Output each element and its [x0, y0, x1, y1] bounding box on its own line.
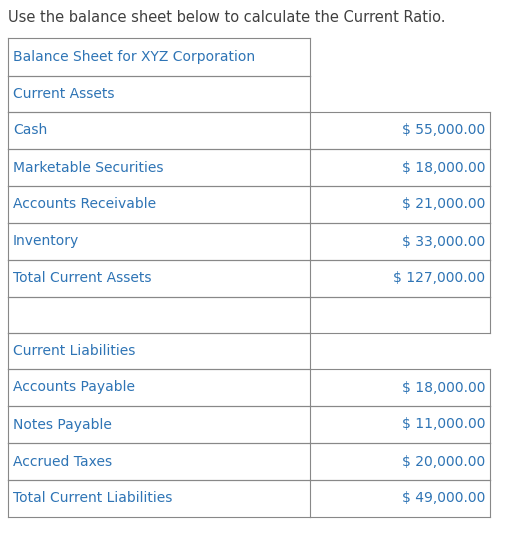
Text: $ 21,000.00: $ 21,000.00	[402, 197, 485, 211]
Text: Current Liabilities: Current Liabilities	[13, 344, 135, 358]
Text: $ 18,000.00: $ 18,000.00	[402, 160, 485, 174]
Text: Use the balance sheet below to calculate the Current Ratio.: Use the balance sheet below to calculate…	[8, 10, 446, 25]
Text: $ 33,000.00: $ 33,000.00	[402, 234, 485, 249]
Text: Total Current Assets: Total Current Assets	[13, 271, 151, 286]
Text: $ 55,000.00: $ 55,000.00	[402, 124, 485, 137]
Text: $ 11,000.00: $ 11,000.00	[402, 417, 485, 432]
Text: Total Current Liabilities: Total Current Liabilities	[13, 492, 172, 506]
Text: Cash: Cash	[13, 124, 47, 137]
Text: Accounts Receivable: Accounts Receivable	[13, 197, 156, 211]
Text: $ 49,000.00: $ 49,000.00	[402, 492, 485, 506]
Text: Inventory: Inventory	[13, 234, 79, 249]
Text: Notes Payable: Notes Payable	[13, 417, 112, 432]
Text: Marketable Securities: Marketable Securities	[13, 160, 164, 174]
Text: Balance Sheet for XYZ Corporation: Balance Sheet for XYZ Corporation	[13, 50, 255, 64]
Text: $ 18,000.00: $ 18,000.00	[402, 380, 485, 395]
Text: $ 20,000.00: $ 20,000.00	[402, 455, 485, 469]
Text: Accrued Taxes: Accrued Taxes	[13, 455, 112, 469]
Text: $ 127,000.00: $ 127,000.00	[393, 271, 485, 286]
Text: Current Assets: Current Assets	[13, 87, 114, 101]
Text: Accounts Payable: Accounts Payable	[13, 380, 135, 395]
